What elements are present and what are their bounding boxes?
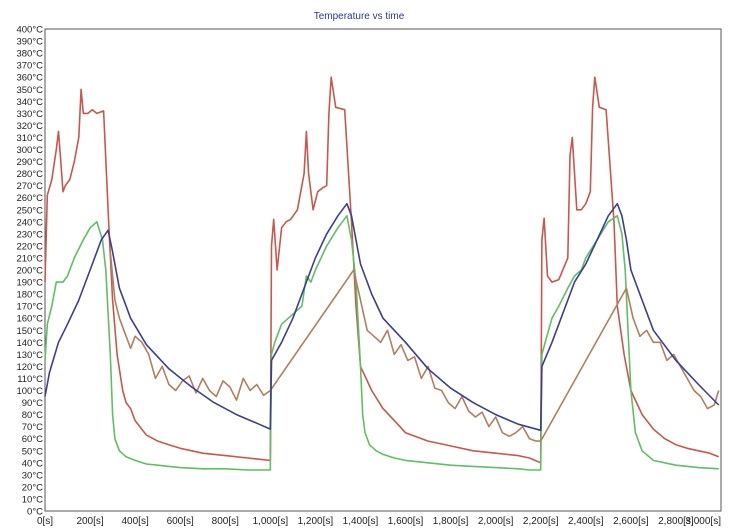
y-tick-label: 60°C xyxy=(22,434,43,445)
x-tick-label: 200[s] xyxy=(76,516,103,527)
x-tick-label: 1,400[s] xyxy=(343,516,379,527)
y-tick-label: 150°C xyxy=(16,326,43,337)
series-line-2 xyxy=(44,215,719,471)
y-tick-label: 50°C xyxy=(22,446,43,457)
x-tick-label: 1,600[s] xyxy=(388,516,424,527)
y-tick-label: 190°C xyxy=(16,278,43,289)
x-tick-label: 2,400[s] xyxy=(568,516,604,527)
x-tick-label: 1,800[s] xyxy=(433,516,469,527)
y-tick-label: 230°C xyxy=(16,229,43,240)
y-tick-label: 260°C xyxy=(16,193,43,204)
y-tick-label: 290°C xyxy=(16,157,43,168)
y-tick-label: 40°C xyxy=(22,458,43,469)
y-tick-label: 200°C xyxy=(16,266,43,277)
x-tick-label: 800[s] xyxy=(212,516,239,527)
y-tick-label: 310°C xyxy=(16,133,43,144)
series-line-4 xyxy=(44,202,720,432)
y-tick-label: 400°C xyxy=(16,25,43,36)
x-tick-label: 0[s] xyxy=(37,516,53,527)
y-tick-label: 90°C xyxy=(22,398,43,409)
y-tick-label: 10°C xyxy=(22,494,43,505)
y-tick-label: 390°C xyxy=(16,37,43,48)
y-tick-label: 320°C xyxy=(16,121,43,132)
y-tick-label: 360°C xyxy=(16,73,43,84)
y-tick-label: 300°C xyxy=(16,145,43,156)
y-tick-label: 120°C xyxy=(16,362,43,373)
y-tick-label: 100°C xyxy=(16,386,43,397)
series-line-1 xyxy=(44,76,719,464)
x-tick-label: 2,200[s] xyxy=(523,516,559,527)
y-tick-label: 380°C xyxy=(16,49,43,60)
y-tick-label: 110°C xyxy=(17,374,43,385)
y-tick-label: 220°C xyxy=(16,241,43,252)
x-tick-label: 400[s] xyxy=(122,516,149,527)
x-tick-label: 2,000[s] xyxy=(478,516,514,527)
y-tick-label: 370°C xyxy=(16,61,43,72)
y-tick-label: 240°C xyxy=(16,217,43,228)
y-tick-label: 80°C xyxy=(22,410,43,421)
y-tick-label: 280°C xyxy=(16,169,43,180)
y-tick-label: 340°C xyxy=(16,97,43,108)
y-tick-label: 30°C xyxy=(22,470,43,481)
y-tick-label: 330°C xyxy=(16,109,43,120)
y-tick-label: 0°C xyxy=(27,507,43,518)
chart-title: Temperature vs time xyxy=(314,11,405,22)
x-tick-label: 600[s] xyxy=(167,516,194,527)
x-tick-label: 1,200[s] xyxy=(298,516,334,527)
series-line-3 xyxy=(109,251,720,442)
y-tick-label: 270°C xyxy=(16,181,43,192)
y-tick-label: 250°C xyxy=(16,205,43,216)
y-tick-label: 180°C xyxy=(16,290,43,301)
y-tick-label: 130°C xyxy=(16,350,43,361)
y-tick-label: 350°C xyxy=(16,85,43,96)
y-tick-label: 140°C xyxy=(16,338,43,349)
y-tick-label: 70°C xyxy=(22,422,43,433)
y-tick-label: 20°C xyxy=(22,482,43,493)
x-tick-label: 1,000[s] xyxy=(253,516,289,527)
x-tick-label: 2,600[s] xyxy=(613,516,649,527)
x-tick-label: 3,000[s] xyxy=(685,516,721,527)
plot-area xyxy=(44,28,722,512)
y-tick-label: 210°C xyxy=(16,253,43,264)
x-tick-label: 2,800[s] xyxy=(658,516,694,527)
y-tick-label: 160°C xyxy=(16,314,43,325)
y-tick-label: 170°C xyxy=(16,302,43,313)
